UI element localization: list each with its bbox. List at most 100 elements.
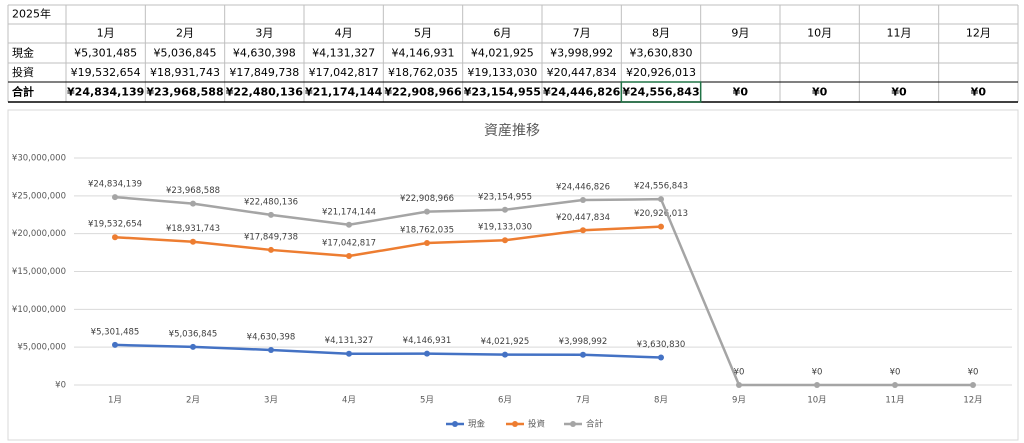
data-label: ¥24,834,139 xyxy=(88,180,142,190)
data-label: ¥4,021,925 xyxy=(481,337,530,347)
point xyxy=(892,382,898,388)
data-label: ¥4,630,398 xyxy=(247,332,296,342)
value-cell: ¥4,021,925 xyxy=(471,47,534,60)
point xyxy=(190,200,196,207)
data-label: ¥19,133,030 xyxy=(478,223,532,233)
point xyxy=(658,196,664,203)
y-tick-label: ¥10,000,000 xyxy=(12,305,66,315)
legend-label: 現金 xyxy=(468,419,486,430)
data-label: ¥20,447,834 xyxy=(556,213,610,223)
value-cell: ¥24,446,826 xyxy=(543,86,621,99)
data-label: ¥21,174,144 xyxy=(322,207,376,217)
data-label: ¥17,849,738 xyxy=(244,232,298,242)
series-line xyxy=(114,343,662,359)
x-tick-label: 6月 xyxy=(498,396,512,406)
x-tick-label: 7月 xyxy=(576,396,590,406)
legend-marker xyxy=(512,421,518,427)
point xyxy=(112,341,118,348)
point xyxy=(346,221,352,228)
data-label: ¥3,998,992 xyxy=(559,337,608,347)
value-cell: ¥4,131,327 xyxy=(312,47,375,60)
point xyxy=(502,237,508,244)
value-cell: ¥4,146,931 xyxy=(392,47,455,60)
y-tick-label: ¥30,000,000 xyxy=(12,154,66,164)
header-cell: 11月 xyxy=(887,27,912,40)
y-tick-label: ¥0 xyxy=(55,381,66,391)
point xyxy=(190,238,196,245)
header-cell: 9月 xyxy=(731,27,749,40)
x-tick-label: 4月 xyxy=(342,396,356,406)
data-label: ¥0 xyxy=(890,368,901,378)
value-cell: ¥23,968,588 xyxy=(146,86,223,99)
row-label: 投資 xyxy=(12,65,34,79)
value-cell: ¥24,556,843 xyxy=(622,86,699,99)
data-label: ¥3,630,830 xyxy=(637,340,686,350)
value-cell: ¥5,301,485 xyxy=(74,47,137,60)
data-label: ¥23,968,588 xyxy=(166,186,220,196)
data-label: ¥20,926,013 xyxy=(634,209,688,219)
value-cell: ¥24,834,139 xyxy=(67,86,144,99)
point xyxy=(736,382,742,388)
point xyxy=(268,246,274,253)
data-label: ¥0 xyxy=(968,368,979,378)
x-tick-label: 2月 xyxy=(186,396,200,406)
x-tick-label: 1月 xyxy=(108,396,122,406)
point xyxy=(268,211,274,218)
value-cell: ¥23,154,955 xyxy=(464,86,541,99)
data-label: ¥24,446,826 xyxy=(556,183,610,193)
header-cell: 6月 xyxy=(493,27,511,40)
x-tick-label: 9月 xyxy=(732,396,746,406)
data-label: ¥5,301,485 xyxy=(91,327,140,337)
legend-label: 合計 xyxy=(586,419,604,430)
data-label: ¥18,931,743 xyxy=(166,224,220,234)
data-label: ¥22,480,136 xyxy=(244,197,298,207)
chart-area xyxy=(7,109,1019,441)
value-cell: ¥19,133,030 xyxy=(467,66,537,79)
point xyxy=(112,234,118,241)
value-cell: ¥21,174,144 xyxy=(305,86,383,99)
series-line xyxy=(114,225,662,258)
value-cell: ¥20,926,013 xyxy=(626,66,696,79)
x-tick-label: 3月 xyxy=(264,396,278,406)
data-label: ¥24,556,843 xyxy=(634,182,688,192)
value-cell: ¥0 xyxy=(971,86,987,99)
data-label: ¥22,908,966 xyxy=(400,194,454,204)
selected-cell xyxy=(620,81,702,103)
point xyxy=(658,354,664,361)
value-cell: ¥22,908,966 xyxy=(384,86,462,99)
header-cell: 3月 xyxy=(255,27,273,40)
point xyxy=(502,351,508,358)
legend-label: 投資 xyxy=(528,419,545,430)
value-cell: ¥17,849,738 xyxy=(229,66,299,79)
value-cell: ¥20,447,834 xyxy=(547,66,617,79)
header-cell: 7月 xyxy=(573,27,591,40)
value-cell: ¥18,931,743 xyxy=(150,66,220,79)
chart-title: 資産推移 xyxy=(484,123,540,139)
value-cell: ¥5,036,845 xyxy=(154,47,217,60)
point xyxy=(970,382,976,388)
point xyxy=(814,382,820,388)
y-tick-label: ¥20,000,000 xyxy=(12,229,66,239)
data-label: ¥23,154,955 xyxy=(478,192,532,202)
value-cell: ¥18,762,035 xyxy=(388,66,458,79)
point xyxy=(424,208,430,215)
header-cell: 8月 xyxy=(652,27,670,40)
data-label: ¥4,146,931 xyxy=(403,336,452,346)
value-cell: ¥17,042,817 xyxy=(309,66,379,79)
data-label: ¥17,042,817 xyxy=(322,239,376,249)
x-tick-label: 10月 xyxy=(807,396,826,406)
header-cell: 10月 xyxy=(807,27,832,40)
value-cell: ¥3,998,992 xyxy=(550,47,613,60)
corner-cell: 2025年 xyxy=(12,7,51,21)
header-cell: 2月 xyxy=(176,27,194,40)
value-cell: ¥0 xyxy=(733,86,749,99)
x-tick-label: 11月 xyxy=(885,396,904,406)
point xyxy=(268,346,274,353)
row-label: 現金 xyxy=(12,46,34,60)
data-label: ¥19,532,654 xyxy=(88,220,142,230)
legend-marker xyxy=(570,421,576,427)
legend-marker xyxy=(452,421,458,427)
row-label: 合計 xyxy=(12,85,34,99)
y-tick-label: ¥5,000,000 xyxy=(17,343,66,353)
